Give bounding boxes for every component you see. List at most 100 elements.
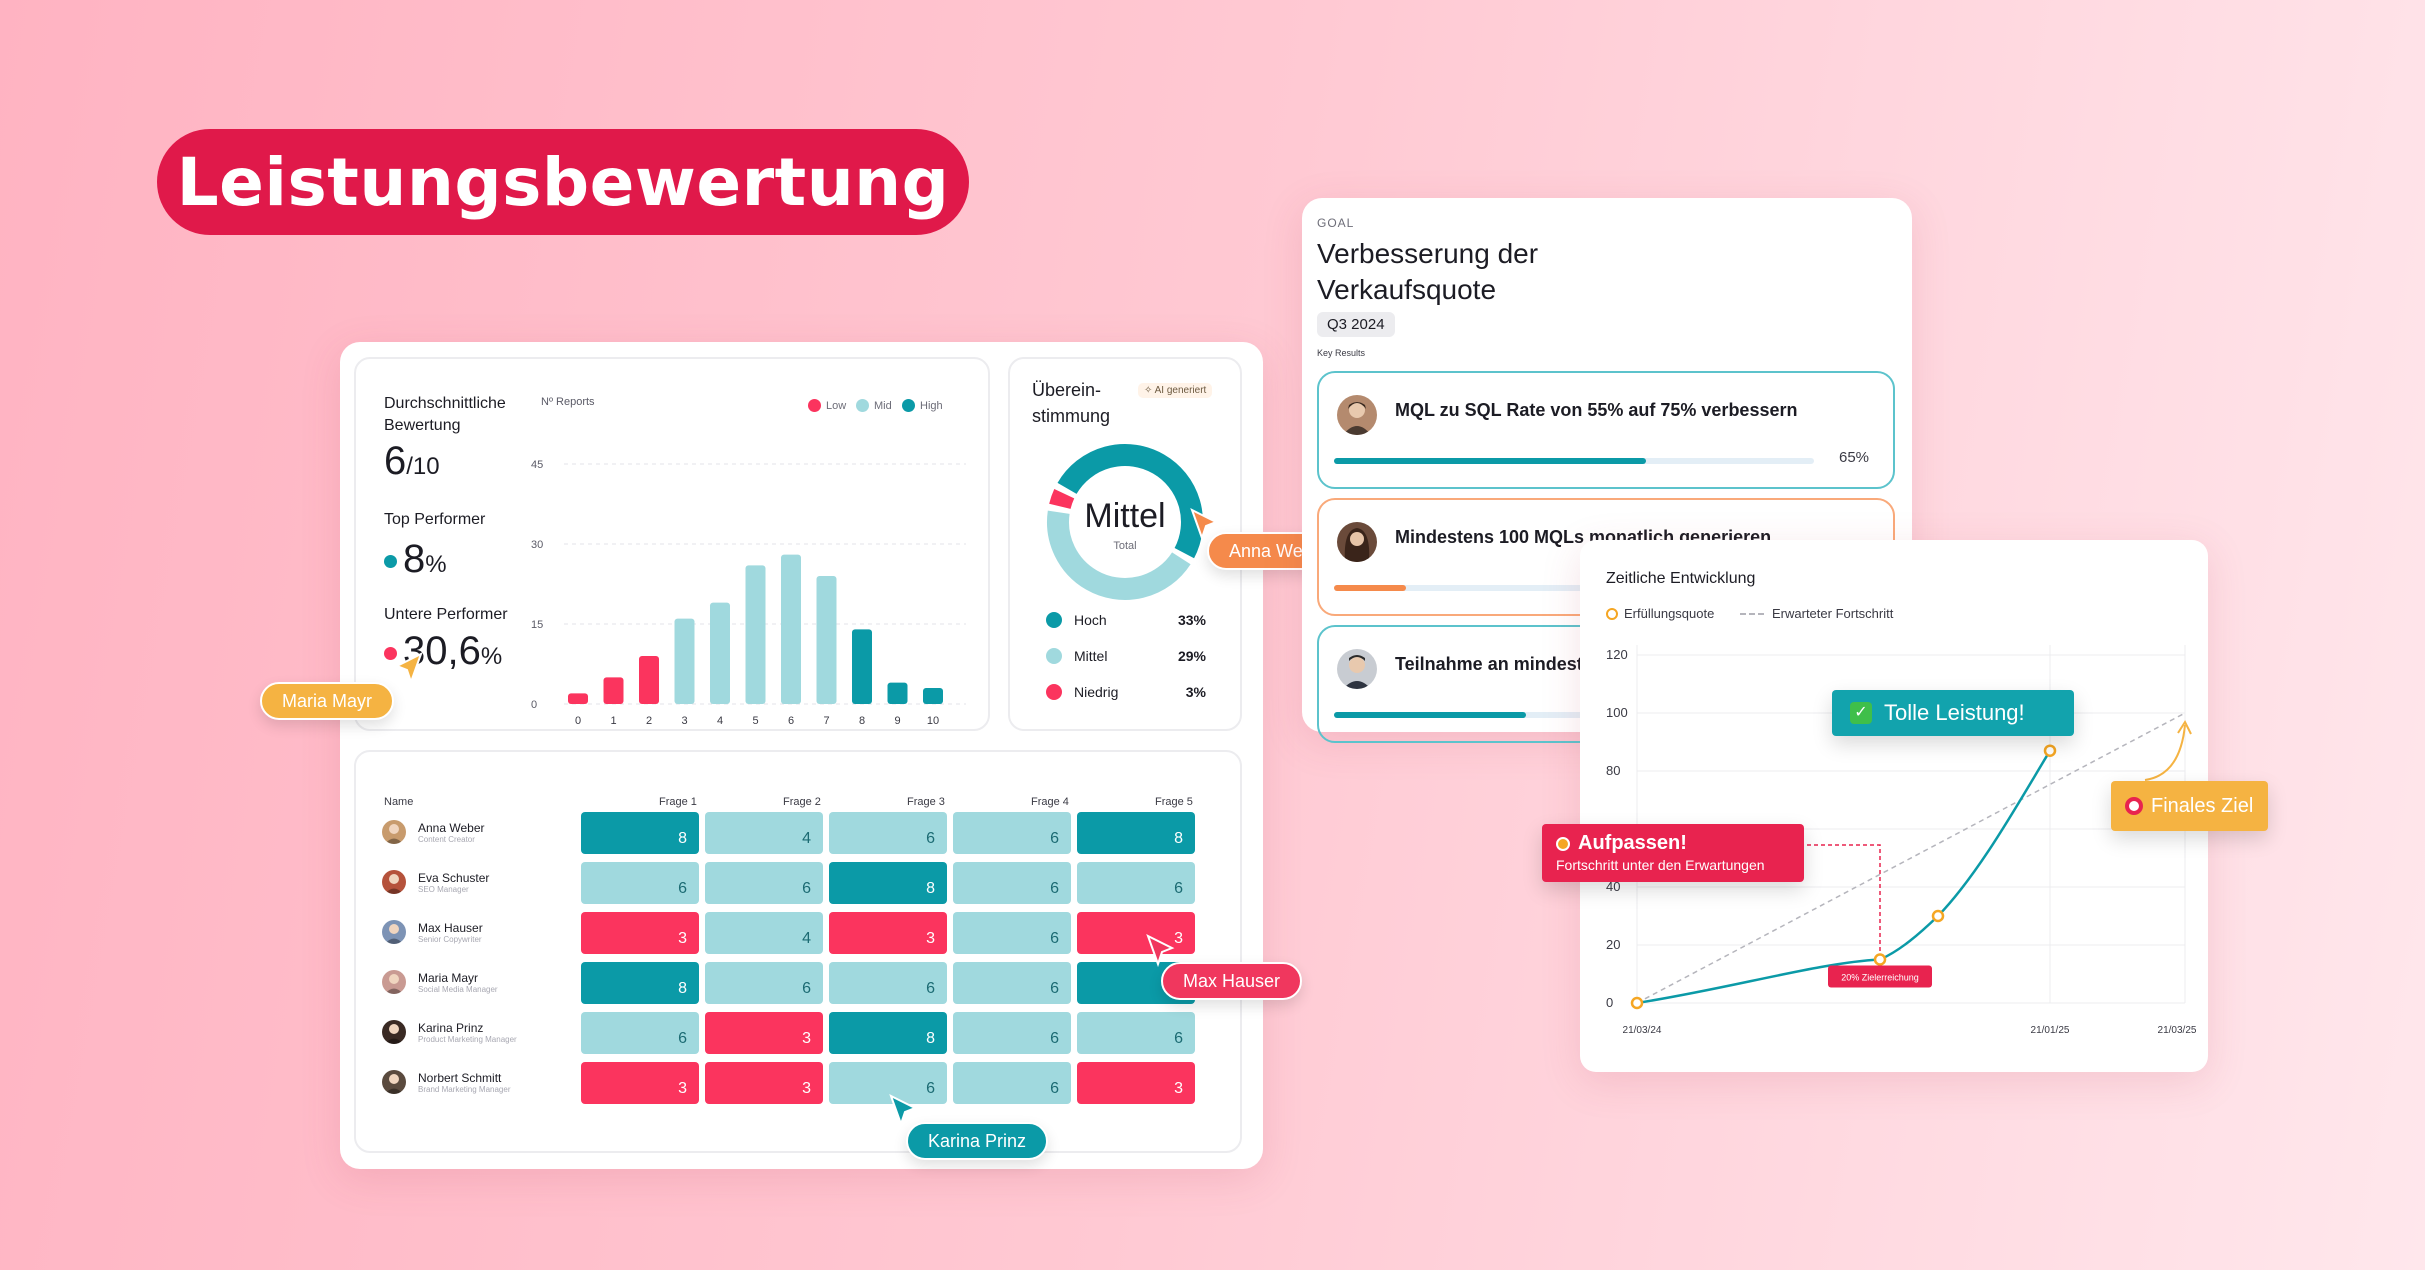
y-tick-label: 80 [1606, 763, 1620, 778]
x-tick-label: 21/03/24 [1623, 1025, 1662, 1036]
x-tick-label: 9 [894, 715, 900, 727]
score-cell[interactable]: 6 [829, 812, 947, 854]
cursor-tag-karina: Karina Prinz [906, 1122, 1049, 1160]
avg-rating-value: 6/10 [384, 439, 440, 483]
bar-0 [568, 693, 588, 704]
bar-8 [852, 629, 872, 704]
score-cell[interactable]: 6 [705, 962, 823, 1004]
donut-legend-niedrig: Niedrig 3% [1046, 684, 1206, 700]
score-cell[interactable]: 6 [705, 862, 823, 904]
table-row-person: Anna Weber Content Creator [382, 820, 485, 844]
score-cell[interactable]: 3 [705, 1062, 823, 1104]
progress-fill [1334, 712, 1526, 718]
table-row-person: Maria Mayr Social Media Manager [382, 970, 498, 994]
person-role: Senior Copywriter [418, 934, 482, 944]
high-dot [384, 554, 397, 568]
avatar [382, 1020, 406, 1044]
column-header: Frage 5 [1155, 796, 1193, 808]
ai-generated-badge: ✧ AI generiert [1138, 383, 1213, 398]
x-tick-label: 1 [610, 715, 616, 727]
table-row-person: Eva Schuster SEO Manager [382, 870, 489, 894]
goal-arrow-head [2177, 719, 2192, 735]
person-name: Maria Mayr [418, 970, 479, 985]
key-result-3[interactable]: Teilnahme an mindeste [1317, 625, 1895, 743]
score-cell[interactable]: 6 [953, 862, 1071, 904]
person-name: Norbert Schmitt [418, 1070, 502, 1085]
cursor-tag-max: Max Hauser [1161, 962, 1303, 1000]
goal-arrow [2144, 724, 2186, 781]
avatar [382, 870, 406, 894]
donut-slice-mittel [1047, 443, 1203, 600]
score-table: Name Frage 1 Frage 2 Frage 3 Frage 4 Frage 5… [354, 750, 1242, 1153]
score-cell[interactable]: 8 [1077, 812, 1195, 854]
cursor-arrow-anna [1190, 507, 1219, 542]
score-cell[interactable]: 6 [581, 862, 699, 904]
score-cell[interactable]: 8 [829, 1012, 947, 1054]
person-role: Social Media Manager [418, 984, 498, 994]
rating-panel: Durchschnittliche Bewertung 6/10 Top Per… [354, 357, 990, 731]
cursor-arrow-karina [889, 1093, 918, 1128]
score-cell[interactable]: 6 [1077, 862, 1195, 904]
score-cell[interactable]: 3 [1077, 1062, 1195, 1104]
x-tick-label: 0 [575, 715, 581, 727]
score-cell[interactable]: 3 [1077, 912, 1195, 954]
score-cell[interactable]: 8 [829, 862, 947, 904]
score-cell[interactable]: 4 [705, 912, 823, 954]
key-result-title: Teilnahme an mindeste [1395, 654, 1593, 674]
donut-center-value: Mittel [1084, 497, 1165, 535]
progress-fill [1334, 458, 1646, 464]
key-result-title: MQL zu SQL Rate von 55% auf 75% verbesse… [1395, 400, 1798, 420]
avatar [1337, 395, 1377, 435]
page-title: Leistungsbewertung [176, 143, 950, 221]
legend-high: High [902, 399, 943, 412]
key-result-1[interactable]: MQL zu SQL Rate von 55% auf 75% verbesse… [1317, 371, 1895, 489]
score-cell[interactable]: 6 [953, 962, 1071, 1004]
score-cell[interactable]: 3 [829, 912, 947, 954]
name-header: Name [384, 796, 414, 808]
score-cell[interactable]: 6 [953, 1012, 1071, 1054]
checkmark-icon: ✓ [1850, 702, 1872, 724]
score-cell[interactable]: 3 [581, 912, 699, 954]
legend-mid: Mid [856, 399, 892, 412]
score-cell[interactable]: 6 [1077, 1012, 1195, 1054]
data-point[interactable] [1873, 953, 1887, 966]
expected-progress-line [1636, 712, 2186, 1004]
score-cell[interactable]: 6 [829, 962, 947, 1004]
data-point[interactable] [2043, 744, 2057, 757]
y-tick-label: 15 [531, 619, 543, 631]
column-header: Frage 3 [907, 796, 945, 808]
x-tick-label: 7 [823, 715, 829, 727]
score-cell[interactable]: 6 [581, 1012, 699, 1054]
donut-center-sub: Total [1113, 540, 1136, 552]
callout-good-performance: ✓ Tolle Leistung! [1832, 690, 2074, 736]
x-tick-label: 6 [788, 715, 794, 727]
progress-track [1334, 585, 1814, 591]
x-tick-label: 8 [859, 715, 865, 727]
avatar [382, 920, 406, 944]
avatar [1337, 649, 1377, 689]
data-point[interactable] [1630, 996, 1644, 1010]
progress-track [1334, 458, 1814, 464]
legend-actual: Erfüllungsquote [1606, 606, 1714, 621]
score-cell[interactable]: 4 [705, 812, 823, 854]
person-role: Brand Marketing Manager [418, 1084, 511, 1094]
score-cell[interactable]: 6 [953, 1062, 1071, 1104]
score-cell[interactable]: 6 [953, 912, 1071, 954]
chart-y-label: Nº Reports [541, 396, 595, 408]
target-icon [2125, 797, 2143, 815]
score-cell[interactable]: 3 [705, 1012, 823, 1054]
person-name: Max Hauser [418, 920, 483, 935]
avg-rating-label: Durchschnittliche Bewertung [384, 395, 506, 434]
table-row-person: Norbert Schmitt Brand Marketing Manager [382, 1070, 511, 1094]
score-cell[interactable]: 8 [581, 812, 699, 854]
low-dot [384, 646, 397, 660]
y-tick-label: 20 [1606, 937, 1620, 952]
data-point[interactable] [1931, 909, 1945, 923]
bar-4 [710, 602, 730, 704]
score-cell[interactable]: 3 [581, 1062, 699, 1104]
x-tick-label: 2 [646, 715, 652, 727]
y-tick-label: 0 [531, 699, 537, 711]
score-cell[interactable]: 6 [829, 1062, 947, 1104]
score-cell[interactable]: 8 [581, 962, 699, 1004]
score-cell[interactable]: 6 [953, 812, 1071, 854]
